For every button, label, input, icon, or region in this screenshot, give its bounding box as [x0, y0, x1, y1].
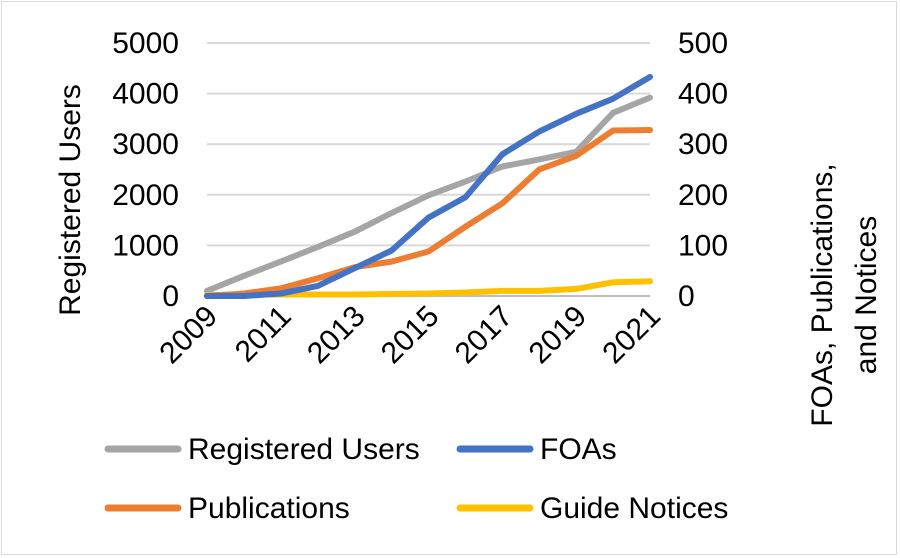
gridlines — [207, 42, 650, 297]
y-tick-label: 2000 — [112, 179, 179, 212]
series-line-publications — [204, 127, 653, 299]
y2-tick-label: 0 — [678, 280, 695, 313]
x-tick-label: 2011 — [229, 300, 298, 369]
legend-label-publications: Publications — [188, 492, 350, 525]
y2-tick-label: 200 — [678, 179, 728, 212]
y2-tick-label: 500 — [678, 27, 728, 60]
series-line-foas — [204, 73, 653, 299]
x-tick-label: 2019 — [523, 300, 594, 371]
legend-label-guide-notices: Guide Notices — [540, 492, 728, 525]
y2-axis-title: FOAs, Publications, and Notices — [806, 163, 883, 426]
y2-tick-label: 300 — [678, 128, 728, 161]
series-line-registered-users — [204, 94, 653, 294]
y2-axis-title-line-1: FOAs, Publications, — [806, 163, 839, 426]
y-tick-label: 1000 — [112, 229, 179, 262]
y-tick-label: 3000 — [112, 128, 179, 161]
x-tick-label: 2017 — [449, 300, 520, 371]
y2-axis-title-line-2: and Notices — [850, 216, 883, 374]
y-tick-label: 5000 — [112, 27, 179, 60]
y-tick-label: 4000 — [112, 78, 179, 111]
series-lines — [204, 73, 653, 299]
y2-tick-label: 100 — [678, 229, 728, 262]
legend-label-registered-users: Registered Users — [188, 433, 420, 466]
x-tick-label: 2015 — [375, 300, 446, 371]
x-tick-label: 2021 — [596, 300, 667, 371]
y-tick-label: 0 — [162, 280, 179, 313]
y-axis-title: Registered Users — [54, 84, 87, 316]
legend-label-foas: FOAs — [540, 433, 617, 466]
y2-tick-label: 400 — [678, 78, 728, 111]
x-tick-label: 2013 — [301, 300, 372, 371]
legend: Registered Users FOAs Publications Guide No… — [104, 433, 728, 525]
